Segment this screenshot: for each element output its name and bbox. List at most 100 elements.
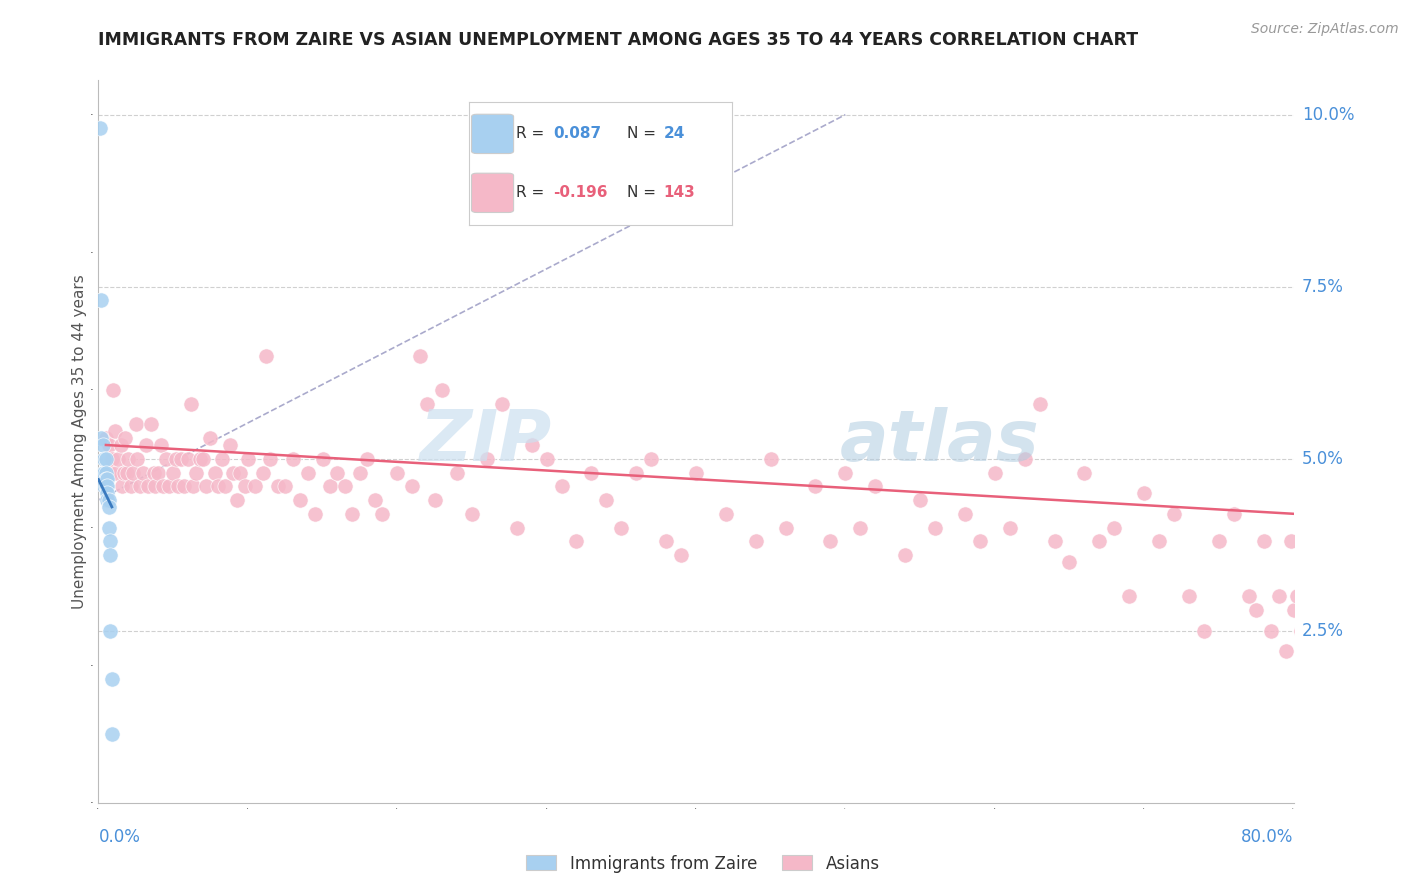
Point [1386,624,1406,638]
Point [97,520,120,534]
Point [1402,658,1406,673]
Point [1334,590,1357,604]
Point [191,451,214,466]
Point [804,479,827,493]
Point [184,466,207,480]
Point [101,451,124,466]
Point [252,466,274,480]
Point [1364,624,1386,638]
Point [157,479,180,493]
Point [94,479,117,493]
Point [416,397,439,411]
Point [150,438,173,452]
Point [114,431,136,445]
Point [98,534,122,549]
Point [1312,624,1334,638]
Point [94,472,117,486]
Text: 2.5%: 2.5% [1302,622,1344,640]
Point [245,479,267,493]
Point [1104,520,1126,534]
Text: 0.0%: 0.0% [98,828,141,846]
Point [669,548,692,562]
Point [685,466,707,480]
Point [142,466,165,480]
Point [97,493,120,508]
Point [281,451,304,466]
Point [91,438,114,452]
Point [214,479,236,493]
Point [401,479,423,493]
Point [297,466,319,480]
Point [103,383,125,397]
Point [1282,603,1305,617]
Point [267,479,290,493]
Point [924,520,946,534]
Point [520,438,543,452]
Point [98,624,122,638]
Point [121,466,143,480]
Text: atlas: atlas [839,407,1039,476]
Point [1028,397,1050,411]
Point [894,548,917,562]
Point [1163,507,1185,521]
Point [107,451,129,466]
Point [211,451,233,466]
Point [908,493,931,508]
Point [581,466,603,480]
Point [1267,590,1289,604]
Point [1285,590,1308,604]
Point [97,500,120,514]
Point [105,466,128,480]
Point [423,493,446,508]
Point [385,466,409,480]
Point [162,466,184,480]
Point [759,451,782,466]
Point [969,534,991,549]
Point [714,507,737,521]
Point [1059,555,1081,569]
Text: 80.0%: 80.0% [1241,828,1294,846]
Point [1350,644,1372,658]
Point [319,479,342,493]
Point [461,507,484,521]
Point [1295,575,1317,590]
Point [408,349,430,363]
Point [91,466,114,480]
Point [364,493,387,508]
Point [181,479,204,493]
Point [595,493,617,508]
Point [998,520,1021,534]
Point [135,438,157,452]
Point [129,479,152,493]
Y-axis label: Unemployment Among Ages 35 to 44 years: Unemployment Among Ages 35 to 44 years [72,274,87,609]
Point [112,466,135,480]
Point [288,493,311,508]
Point [430,383,453,397]
Point [475,451,498,466]
Point [1260,624,1282,638]
Point [536,451,558,466]
Point [204,466,226,480]
Point [166,479,188,493]
Point [274,479,297,493]
Point [371,507,394,521]
Point [96,472,118,486]
Point [491,397,513,411]
Text: IMMIGRANTS FROM ZAIRE VS ASIAN UNEMPLOYMENT AMONG AGES 35 TO 44 YEARS CORRELATIO: IMMIGRANTS FROM ZAIRE VS ASIAN UNEMPLOYM… [98,31,1139,49]
Text: 10.0%: 10.0% [1302,105,1354,124]
Point [640,451,662,466]
Point [93,451,115,466]
Point [311,451,333,466]
Point [139,417,162,432]
Point [1327,603,1350,617]
Point [219,438,242,452]
Point [333,479,356,493]
Point [1043,534,1066,549]
Point [101,672,124,686]
Point [565,534,588,549]
Point [143,479,166,493]
Point [745,534,768,549]
Point [177,451,200,466]
Point [1237,590,1260,604]
Point [165,451,187,466]
